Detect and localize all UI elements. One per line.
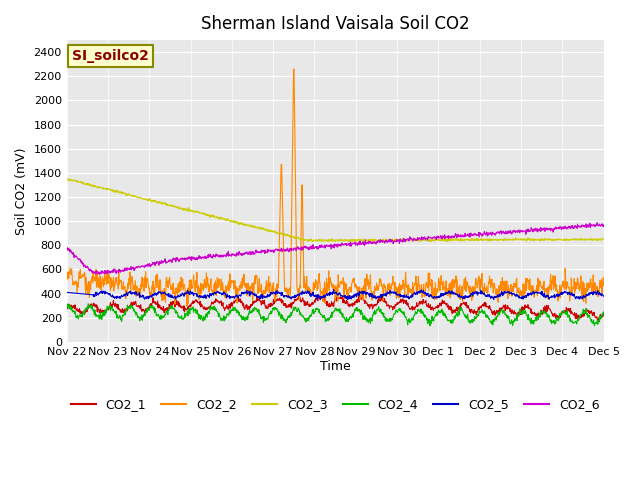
CO2_5 [330,287,337,292]
CO2_4 [396,307,403,313]
CO2_4 [303,316,310,322]
CO2_6 [303,244,310,250]
CO2_5 [600,293,607,299]
CO2_5 [303,291,310,297]
CO2_3 [74,179,82,185]
CO2_3 [63,177,70,183]
CO2_6 [600,224,607,229]
CO2_4 [600,309,607,315]
CO2_4 [74,313,82,319]
CO2_2 [290,66,298,72]
CO2_1 [67,303,75,309]
Line: CO2_1: CO2_1 [67,294,604,322]
CO2_5 [543,293,551,299]
Legend: CO2_1, CO2_2, CO2_3, CO2_4, CO2_5, CO2_6: CO2_1, CO2_2, CO2_3, CO2_4, CO2_5, CO2_6 [66,394,605,417]
CO2_1 [74,306,82,312]
CO2_5 [490,297,497,302]
CO2_2 [303,288,311,294]
CO2_1 [596,319,604,324]
Title: Sherman Island Vaisala Soil CO2: Sherman Island Vaisala Soil CO2 [201,15,469,33]
CO2_2 [369,291,377,297]
CO2_3 [543,236,551,242]
CO2_4 [84,301,92,307]
CO2_5 [369,294,376,300]
Text: SI_soilco2: SI_soilco2 [72,49,149,63]
CO2_2 [600,283,607,288]
CO2_3 [600,236,607,242]
CO2_6 [369,239,376,245]
CO2_1 [369,306,376,312]
CO2_6 [74,256,82,262]
CO2_3 [67,178,75,184]
CO2_1 [396,300,403,305]
CO2_1 [63,306,70,312]
CO2_6 [543,227,551,233]
Line: CO2_6: CO2_6 [67,223,604,274]
CO2_1 [543,308,551,313]
CO2_5 [67,290,75,296]
CO2_2 [63,278,70,284]
CO2_3 [396,237,404,242]
CO2_6 [593,220,601,226]
CO2_1 [317,291,324,297]
CO2_2 [396,292,404,298]
CO2_6 [95,271,103,277]
CO2_2 [183,303,191,309]
CO2_4 [63,305,70,311]
Line: CO2_3: CO2_3 [67,179,604,242]
CO2_4 [543,314,551,320]
CO2_3 [63,176,71,181]
CO2_2 [74,280,82,286]
CO2_3 [303,237,310,243]
CO2_3 [348,239,356,245]
CO2_5 [396,291,403,297]
CO2_5 [63,289,70,295]
CO2_6 [67,247,75,253]
Line: CO2_4: CO2_4 [67,304,604,326]
CO2_5 [74,290,82,296]
CO2_4 [67,307,75,312]
CO2_3 [369,238,377,243]
CO2_1 [600,312,607,318]
CO2_2 [543,295,551,301]
Line: CO2_5: CO2_5 [67,289,604,300]
CO2_6 [396,240,403,246]
Y-axis label: Soil CO2 (mV): Soil CO2 (mV) [15,147,28,235]
X-axis label: Time: Time [320,360,351,372]
CO2_1 [303,300,310,306]
CO2_4 [426,323,434,329]
CO2_4 [369,312,376,318]
CO2_2 [67,272,75,277]
Line: CO2_2: CO2_2 [67,69,604,306]
CO2_6 [63,244,70,250]
